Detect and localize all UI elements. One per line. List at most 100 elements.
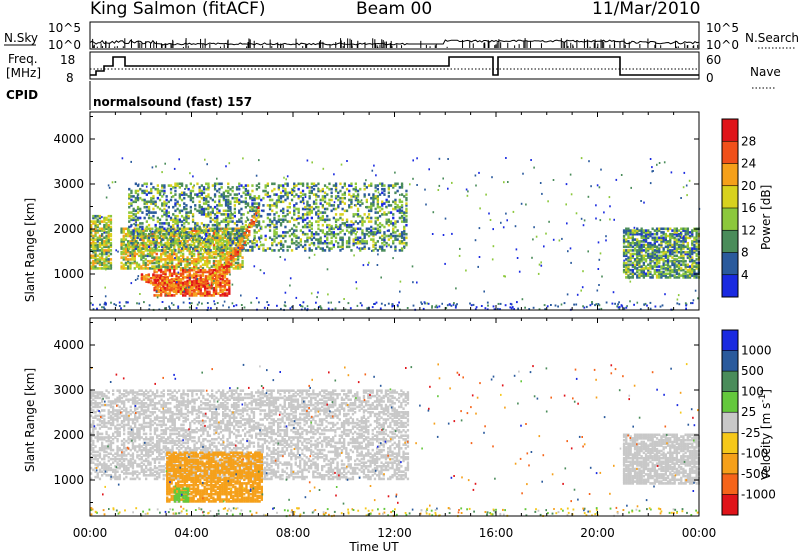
data-cell — [365, 240, 368, 243]
data-cell — [149, 261, 152, 265]
data-cell — [129, 245, 132, 249]
data-cell — [109, 249, 113, 252]
data-cell — [636, 261, 639, 265]
data-cell — [152, 186, 155, 189]
data-cell — [321, 211, 324, 214]
data-cell — [219, 261, 222, 265]
scatter-cell — [478, 171, 480, 174]
data-cell — [124, 256, 128, 259]
data-cell — [372, 231, 375, 234]
data-cell — [211, 273, 214, 277]
scatter-cell — [603, 211, 605, 214]
data-cell — [185, 214, 188, 218]
freq-unit-label: [MHz] — [6, 66, 41, 80]
data-cell — [107, 250, 110, 254]
freq-line — [90, 56, 699, 76]
data-cell — [145, 274, 148, 277]
data-cell — [207, 223, 210, 227]
data-cell — [220, 220, 223, 223]
noise-cell — [266, 301, 269, 304]
noise-cell — [161, 301, 164, 303]
data-cell — [174, 249, 177, 252]
scatter-cell — [478, 256, 481, 258]
data-cell — [633, 229, 637, 232]
scatter-cell — [643, 201, 645, 204]
data-cell — [341, 222, 344, 225]
data-cell — [677, 232, 681, 236]
data-cell — [293, 232, 296, 236]
data-cell — [195, 274, 198, 277]
data-cell — [677, 256, 681, 259]
data-cell — [90, 241, 93, 245]
data-cell — [680, 268, 683, 272]
data-cell — [669, 276, 672, 279]
data-cell — [154, 202, 157, 205]
data-cell — [213, 216, 217, 220]
data-cell — [145, 280, 148, 283]
scatter-cell — [640, 200, 642, 202]
data-cell — [134, 223, 137, 227]
data-cell — [224, 189, 228, 193]
data-cell — [210, 265, 213, 268]
data-cell — [163, 189, 166, 193]
data-cell — [688, 258, 692, 261]
data-cell — [182, 277, 185, 281]
scatter-cell — [137, 275, 140, 278]
nsky-tick-top: 10^5 — [48, 21, 81, 35]
data-cell — [304, 218, 307, 222]
noise-cell — [493, 308, 496, 311]
data-cell — [169, 236, 173, 240]
data-cell — [660, 238, 663, 241]
data-cell — [348, 184, 351, 187]
data-cell — [627, 236, 630, 240]
data-cell — [339, 200, 342, 204]
data-cell — [204, 250, 207, 254]
data-cell — [684, 229, 687, 232]
data-cell — [120, 250, 123, 254]
data-cell — [695, 274, 698, 277]
nave-tick-bottom: 0 — [706, 71, 714, 85]
data-cell — [330, 198, 333, 202]
data-cell — [194, 222, 197, 225]
noise-cell — [639, 308, 642, 311]
data-cell — [146, 249, 150, 252]
data-cell — [122, 240, 125, 243]
data-cell — [284, 182, 287, 186]
data-cell — [234, 258, 238, 261]
data-cell — [227, 198, 230, 202]
data-cell — [210, 236, 213, 240]
data-cell — [367, 227, 371, 231]
data-cell — [246, 184, 250, 187]
data-cell — [191, 189, 195, 193]
data-cell — [90, 232, 93, 236]
data-cell — [629, 258, 632, 261]
data-cell — [693, 274, 696, 277]
data-cell — [204, 256, 207, 259]
data-cell — [160, 294, 163, 297]
data-cell — [195, 258, 198, 261]
data-cell — [684, 259, 687, 263]
data-cell — [124, 261, 128, 265]
data-cell — [376, 195, 379, 198]
noise-cell — [684, 302, 687, 305]
data-cell — [177, 272, 180, 276]
data-cell — [345, 223, 349, 227]
data-cell — [207, 236, 210, 240]
data-cell — [160, 234, 163, 238]
data-cell — [135, 243, 139, 247]
scatter-cell — [385, 205, 387, 208]
data-cell — [677, 268, 681, 272]
noise-cell — [216, 302, 219, 304]
data-cell — [649, 261, 652, 265]
scatter-cell — [289, 277, 292, 280]
data-cell — [684, 238, 687, 241]
data-cell — [173, 250, 176, 254]
data-cell — [233, 200, 236, 204]
data-cell — [660, 256, 663, 259]
data-cell — [374, 211, 377, 214]
data-cell — [348, 198, 351, 202]
scatter-cell — [353, 204, 356, 207]
data-cell — [98, 245, 102, 249]
data-cell — [135, 263, 139, 267]
scatter-cell — [502, 226, 505, 229]
